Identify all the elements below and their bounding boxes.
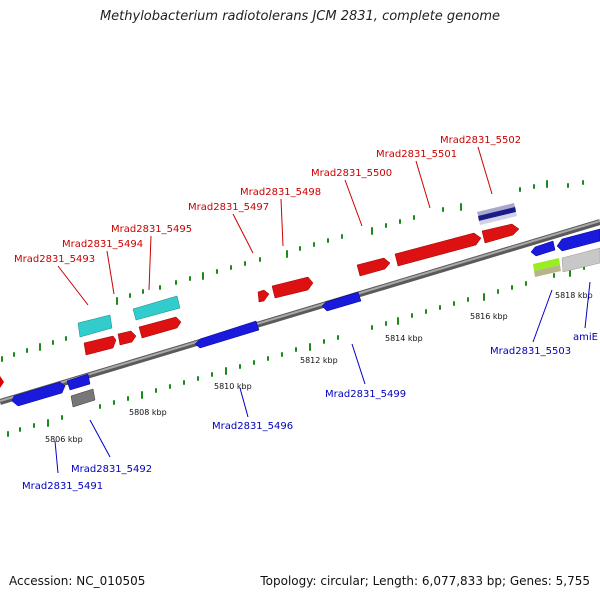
gene-arrow-red-a [0,376,4,388]
misc-features [70,247,600,408]
gene-label-5497: Mrad2831_5497 [188,202,269,213]
gene-label-5494: Mrad2831_5494 [62,239,143,250]
genome-title: Methylobacterium radiotolerans JCM 2831,… [99,9,501,24]
forward-leader-lines [57,146,493,306]
footer-stats: Topology: circular; Length: 6,077,833 bp… [260,574,590,588]
gene-label-5496: Mrad2831_5496 [212,421,293,432]
gene-arrow-red-5500 [356,257,391,277]
gene-arrow-blue-5491 [11,381,66,407]
gene-label-5495: Mrad2831_5495 [111,224,192,235]
lightgray-block [561,247,600,273]
forward-gene-labels: Mrad2831_5493 Mrad2831_5494 Mrad2831_549… [14,135,521,265]
scale-label-5818: 5818 kbp [555,291,593,300]
gene-arrow-blue-5499 [321,291,362,312]
gene-arrow-blue-amiE [556,228,600,252]
footer-accession: Accession: NC_010505 [9,574,146,588]
gene-label-5491: Mrad2831_5491 [22,481,103,492]
reverse-gene-arrows [11,228,600,407]
gene-arrow-blue-5496 [194,320,260,349]
gene-arrow-red-5497 [257,289,270,303]
gene-label-5499: Mrad2831_5499 [325,389,406,400]
gray-block-5492 [70,388,96,408]
gene-arrow-red-5501 [394,232,482,267]
gene-label-5498: Mrad2831_5498 [240,187,321,198]
striped-feature-5502 [477,203,517,225]
cyan-block-a [77,314,113,338]
reverse-gene-labels: Mrad2831_5491 Mrad2831_5492 Mrad2831_549… [22,332,598,492]
gene-arrow-red-5494 [117,330,137,346]
gene-label-5493: Mrad2831_5493 [14,254,95,265]
upper-tick-track [1,180,584,362]
gene-label-5501: Mrad2831_5501 [376,149,457,160]
scale-labels: 5806 kbp 5808 kbp 5810 kbp 5812 kbp 5814… [45,291,593,444]
cyan-features [77,295,181,338]
scale-label-5810: 5810 kbp [214,382,252,391]
gene-arrow-red-5502 [481,223,520,244]
reverse-leader-lines [54,281,591,474]
forward-gene-arrows [0,223,520,388]
gene-arrow-blue-5503 [530,240,556,257]
lower-tick-track [7,265,585,437]
genome-backbone [0,219,600,405]
gene-label-5492: Mrad2831_5492 [71,464,152,475]
scale-label-5816: 5816 kbp [470,312,508,321]
lime-block [533,258,560,271]
gene-arrow-red-5498 [271,276,314,299]
gene-label-5500: Mrad2831_5500 [311,168,392,179]
scale-label-5806: 5806 kbp [45,435,83,444]
cyan-block-b [132,295,181,321]
gene-arrow-red-5493 [83,335,117,356]
tan-block [534,265,561,277]
scale-label-5808: 5808 kbp [129,408,167,417]
gene-arrow-red-5495 [138,316,182,339]
gene-label-5503: Mrad2831_5503 [490,346,571,357]
gene-arrow-blue-5492 [66,373,91,391]
gene-label-5502: Mrad2831_5502 [440,135,521,146]
scale-label-5812: 5812 kbp [300,356,338,365]
gene-label-amiE: amiE [573,332,598,343]
scale-label-5814: 5814 kbp [385,334,423,343]
